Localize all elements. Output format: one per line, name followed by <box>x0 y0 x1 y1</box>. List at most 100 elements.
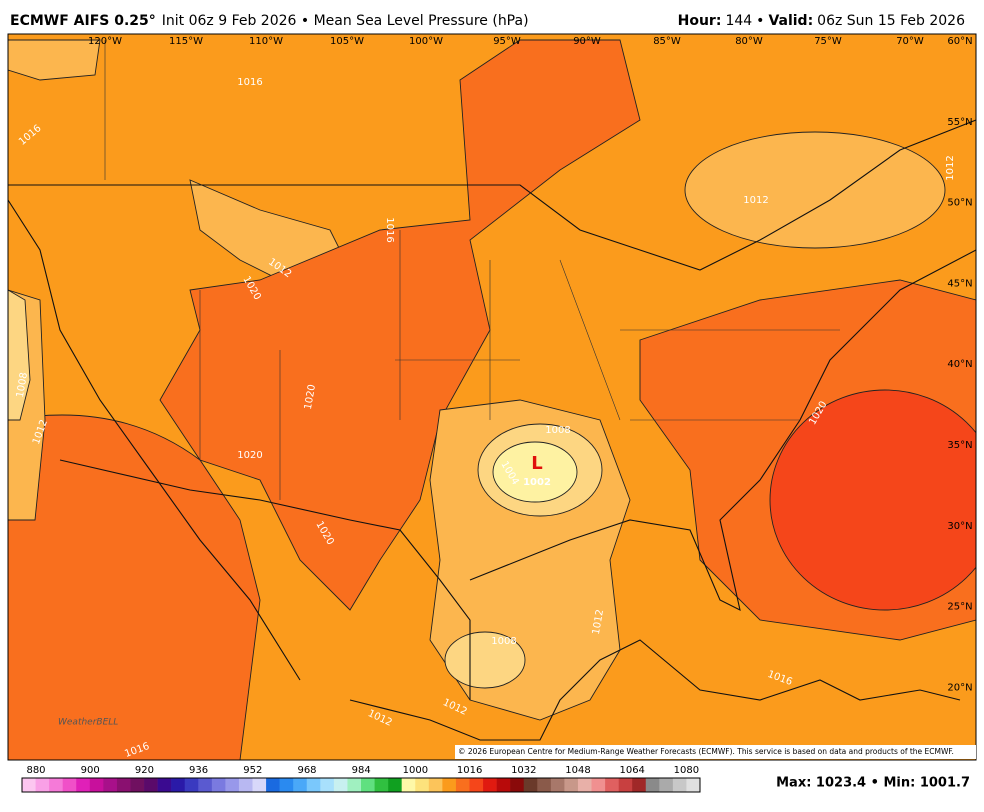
longitude-label: 70°W <box>896 36 924 47</box>
colorbar-cell <box>605 778 619 792</box>
colorbar-cell <box>632 778 647 792</box>
latitude-label: 35°N <box>947 440 972 451</box>
latitude-label: 50°N <box>947 198 972 209</box>
contour-label: 1012 <box>945 155 956 180</box>
longitude-label: 100°W <box>409 36 443 47</box>
colorbar-cell <box>361 778 375 792</box>
colorbar-cell <box>401 778 416 792</box>
colorbar-cell <box>388 778 402 792</box>
colorbar-cell <box>225 778 240 792</box>
colorbar-cell <box>483 778 497 792</box>
colorbar-cell <box>35 778 50 792</box>
map-frame <box>7 33 977 761</box>
longitude-label: 75°W <box>814 36 842 47</box>
colorbar-cell <box>171 778 186 792</box>
colorbar-cell <box>672 778 687 792</box>
latitude-label: 20°N <box>947 682 972 693</box>
colorbar-cell <box>347 778 362 792</box>
longitude-label: 90°W <box>573 36 601 47</box>
model: ECMWF AIFS 0.25° <box>10 13 156 29</box>
valid-label: Valid: <box>768 13 813 29</box>
map <box>8 34 976 760</box>
longitude-label: 85°W <box>653 36 681 47</box>
colorbar-cell <box>103 778 118 792</box>
colorbar-cell <box>238 778 253 792</box>
colorbar-cell <box>279 778 294 792</box>
colorbar-label: 984 <box>352 765 371 776</box>
longitude-label: 110°W <box>249 36 283 47</box>
contour-label: 1020 <box>303 384 318 411</box>
colorbar-cell <box>62 778 77 792</box>
colorbar-cell <box>130 778 145 792</box>
contour-label: 1008 <box>545 425 570 436</box>
colorbar-cell <box>293 778 308 792</box>
colorbar-cell <box>306 778 321 792</box>
colorbar-cell <box>564 778 579 792</box>
colorbar-cell <box>659 778 674 792</box>
contour-label: 1002 <box>523 477 551 488</box>
colorbar-label: 936 <box>189 765 208 776</box>
contour-label: 1016 <box>237 77 262 88</box>
contour-label: 1020 <box>237 450 262 461</box>
latitude-label: 30°N <box>947 521 972 532</box>
colorbar-cell <box>211 778 226 792</box>
colorbar-cell <box>591 778 606 792</box>
colorbar-cell <box>252 778 267 792</box>
colorbar-label: 1048 <box>565 765 590 776</box>
contour-label: 1008 <box>15 372 30 399</box>
colorbar-cell <box>469 778 484 792</box>
latitude-label: 40°N <box>947 359 972 370</box>
info: Init 06z 9 Feb 2026 • Mean Sea Level Pre… <box>162 13 529 29</box>
colorbar-label: 880 <box>26 765 45 776</box>
contour-label: 1008 <box>491 636 516 647</box>
colorbar-cell <box>22 778 36 792</box>
valid: 06z Sun 15 Feb 2026 <box>817 13 965 29</box>
colorbar-label: 952 <box>243 765 262 776</box>
header-right: Hour: 144 • Valid: 06z Sun 15 Feb 2026 <box>678 13 965 29</box>
colorbar-cell <box>618 778 633 792</box>
stats: Max: 1023.4 • Min: 1001.7 <box>776 776 970 791</box>
colorbar-label: 1032 <box>511 765 536 776</box>
low-marker: L <box>531 453 542 474</box>
copyright-bg <box>455 745 976 759</box>
contour-label: 1012 <box>591 609 606 636</box>
colorbar-cell <box>510 778 525 792</box>
colorbar-cell <box>428 778 443 792</box>
contour-label: 1016 <box>384 217 395 242</box>
colorbar-cell <box>184 778 199 792</box>
header-left: ECMWF AIFS 0.25° Init 06z 9 Feb 2026 • Me… <box>10 13 529 29</box>
colorbar-cell <box>266 778 280 792</box>
colorbar-label: 1064 <box>619 765 644 776</box>
colorbar-cell <box>116 778 131 792</box>
colorbar-label: 900 <box>81 765 100 776</box>
hour-label: Hour: <box>678 13 722 29</box>
contour-label: 1012 <box>743 195 768 206</box>
longitude-label: 105°W <box>330 36 364 47</box>
colorbar-cell <box>550 778 565 792</box>
colorbar-cell <box>442 778 457 792</box>
latitude-label: 45°N <box>947 278 972 289</box>
longitude-label: 120°W <box>88 36 122 47</box>
colorbar-cell <box>333 778 348 792</box>
latitude-label: 55°N <box>947 117 972 128</box>
colorbar-label: 920 <box>135 765 154 776</box>
colorbar-cell <box>415 778 430 792</box>
colorbar-cell <box>686 778 701 792</box>
colorbar-cell <box>144 778 158 792</box>
logo: WeatherBELL <box>58 718 118 728</box>
bullet: • <box>756 13 764 29</box>
colorbar-cell <box>523 778 538 792</box>
colorbar-cell <box>496 778 511 792</box>
colorbar-cell <box>645 778 660 792</box>
hour: 144 <box>725 13 752 29</box>
colorbar-cell <box>198 778 213 792</box>
colorbar-cell <box>374 778 389 792</box>
colorbar-cell <box>49 778 63 792</box>
colorbar-cell <box>89 778 104 792</box>
longitude-label: 80°W <box>735 36 763 47</box>
colorbar-cell <box>320 778 335 792</box>
colorbar-label: 968 <box>297 765 316 776</box>
colorbar-cell <box>537 778 552 792</box>
colorbar-label: 1000 <box>403 765 428 776</box>
